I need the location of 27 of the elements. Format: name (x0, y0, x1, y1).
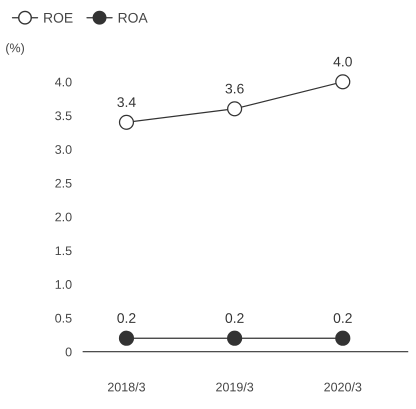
x-tick-label: 2020/3 (324, 382, 362, 392)
y-tick-label: 0.5 (55, 314, 72, 323)
y-tick-label: 2.5 (55, 178, 72, 188)
point (118, 330, 134, 346)
data-label: 3.6 (226, 84, 244, 94)
point (227, 101, 242, 116)
legend-label: ROA (118, 12, 148, 23)
data-label: 4.0 (333, 56, 352, 67)
y-axis-title: (%) (6, 43, 24, 55)
y-tick-label: 1.0 (56, 280, 72, 289)
data-label: 0.2 (334, 313, 352, 323)
y-tick-label: 3.0 (55, 145, 72, 154)
legend-label: ROE (44, 12, 73, 23)
x-tick-label: 2018/3 (108, 382, 146, 392)
point (227, 330, 242, 346)
y-tick-label: 2.0 (55, 212, 72, 222)
point (335, 330, 350, 346)
x-tick-label: 2019/3 (216, 382, 254, 392)
data-label: 3.4 (117, 97, 136, 108)
data-label: 0.2 (226, 313, 244, 323)
point (335, 74, 350, 90)
point (118, 114, 134, 130)
y-tick-label: 1.5 (56, 246, 72, 256)
y-tick-label: 0 (66, 348, 72, 356)
y-tick-label: 4.0 (55, 78, 72, 86)
y-tick-label: 3.5 (55, 111, 72, 120)
data-label: 0.2 (117, 313, 136, 323)
